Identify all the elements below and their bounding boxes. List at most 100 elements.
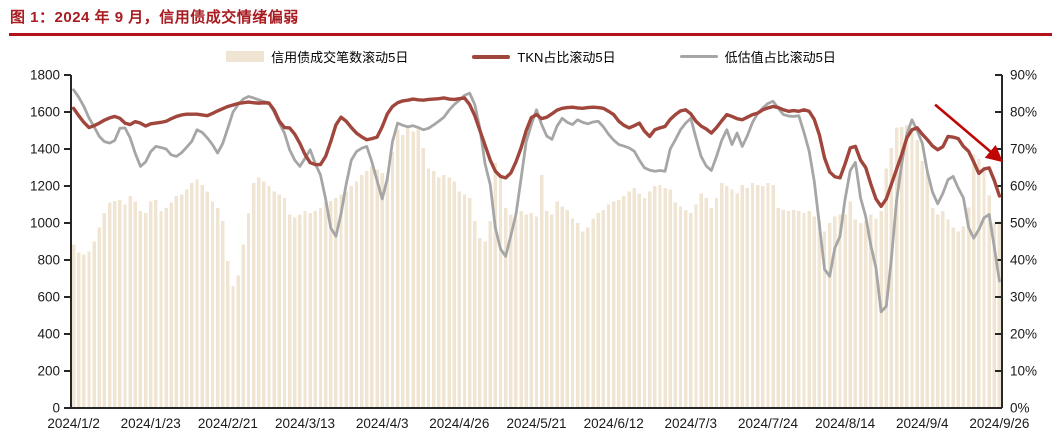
bar: [421, 148, 426, 408]
bar: [493, 162, 498, 408]
bar: [853, 219, 858, 408]
legend-item-undervalued-line: 低估值占比滚动5日: [679, 47, 836, 66]
bar: [863, 221, 868, 408]
y-right-tick-label: 10%: [1010, 364, 1037, 379]
chart-legend: 信用债成交笔数滚动5日 TKN占比滚动5日 低估值占比滚动5日: [0, 47, 1062, 66]
bar: [755, 185, 760, 408]
bar: [966, 207, 971, 408]
bar: [385, 176, 390, 408]
bar: [97, 227, 101, 409]
bar: [668, 189, 672, 408]
y-left-tick-label: 600: [37, 290, 60, 305]
bar: [390, 151, 395, 408]
bar: [771, 185, 775, 408]
bar: [195, 179, 199, 408]
bar: [776, 208, 780, 408]
downtrend-arrow: [934, 103, 1004, 163]
y-right-tick-label: 20%: [1010, 327, 1037, 342]
bar: [92, 241, 96, 408]
figure-title: 图 1：2024 年 9 月，信用债成交情绪偏弱: [10, 9, 299, 26]
x-tick-label: 2024/7/24: [738, 416, 799, 431]
bar: [524, 214, 528, 408]
bar: [246, 212, 251, 408]
volume-bars-series: [71, 124, 1002, 409]
bar: [838, 214, 842, 408]
bar: [946, 219, 950, 408]
bar: [545, 210, 549, 408]
bar: [380, 173, 384, 408]
x-tick-label: 2024/5/21: [506, 416, 566, 431]
bar: [442, 174, 446, 408]
bar: [725, 186, 729, 408]
bar: [730, 189, 734, 408]
bar: [663, 187, 667, 408]
bar: [550, 214, 554, 408]
bar: [467, 198, 472, 408]
bar: [241, 244, 246, 408]
bar: [555, 201, 559, 408]
bar: [714, 198, 719, 408]
bar: [874, 218, 878, 409]
x-tick-label: 2024/8/14: [815, 416, 876, 431]
bar: [822, 231, 827, 408]
bar: [843, 214, 847, 408]
bar: [87, 251, 91, 408]
bar: [761, 186, 765, 408]
bar: [313, 210, 318, 408]
bar: [591, 218, 595, 409]
bar: [159, 210, 163, 408]
bar-swatch-icon: [226, 51, 265, 62]
bar: [905, 124, 909, 408]
bar: [997, 221, 1002, 408]
bar: [972, 154, 976, 408]
bar: [529, 212, 534, 408]
bar: [262, 181, 266, 409]
bar: [570, 218, 575, 409]
bar: [514, 218, 518, 409]
legend-label-tkn: TKN占比滚动5日: [517, 50, 616, 65]
y-left-tick-label: 400: [37, 327, 60, 342]
y-right-tick-label: 80%: [1010, 105, 1037, 120]
bar: [349, 186, 354, 408]
bar: [653, 186, 657, 408]
bar: [637, 193, 642, 408]
bar: [411, 131, 415, 408]
bar: [565, 210, 570, 408]
tkn-share-line: [71, 96, 1002, 209]
bar: [236, 275, 240, 408]
bar: [889, 148, 894, 408]
bar: [323, 202, 328, 408]
bar: [128, 196, 132, 408]
bar: [915, 139, 919, 408]
bar: [951, 227, 955, 409]
title-divider: [9, 33, 1052, 36]
bar: [462, 194, 467, 408]
bar: [77, 252, 81, 408]
bar: [82, 254, 86, 408]
legend-item-volume-bars: 信用债成交笔数滚动5日: [226, 47, 408, 66]
red-line-swatch-icon: [472, 54, 511, 59]
bar: [534, 216, 539, 408]
bar: [344, 191, 348, 408]
bar: [611, 201, 616, 408]
bar: [149, 201, 153, 408]
bar: [329, 200, 333, 408]
x-tick-label: 2024/9/26: [969, 416, 1029, 431]
bar: [848, 201, 852, 408]
y-left-tick-label: 200: [37, 364, 60, 379]
bar: [143, 212, 148, 408]
bar: [277, 194, 282, 408]
bar: [802, 212, 806, 408]
y-left-tick-label: 800: [37, 253, 60, 268]
y-left-tick-label: 1000: [30, 216, 60, 231]
bar: [488, 221, 492, 408]
bar: [869, 214, 873, 408]
bar: [138, 210, 143, 408]
bar: [894, 127, 899, 408]
bar: [704, 198, 708, 408]
bar: [118, 199, 122, 409]
bar: [941, 210, 945, 408]
bar: [642, 198, 647, 408]
bar: [575, 223, 580, 408]
